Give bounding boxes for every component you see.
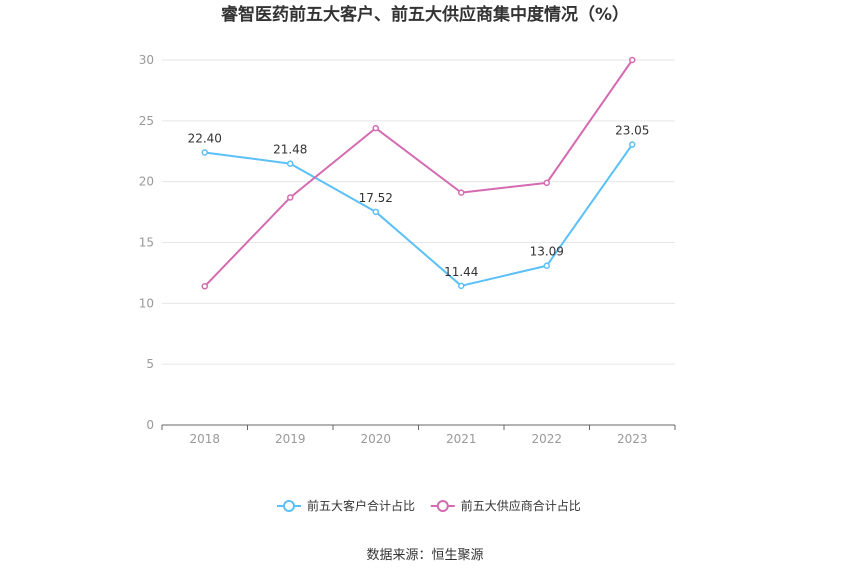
data-point [287, 194, 294, 201]
data-point [629, 56, 636, 64]
data-label: 22.40 [188, 131, 222, 145]
series-2 [201, 56, 636, 290]
x-tick-label: 2019 [275, 432, 306, 446]
y-tick-label: 30 [139, 53, 154, 67]
data-point [458, 189, 465, 196]
data-point [287, 160, 294, 167]
data-point [372, 208, 379, 216]
legend[interactable]: 前五大客户合计占比 前五大供应商合计占比 [277, 498, 581, 513]
legend-item-1[interactable]: 前五大客户合计占比 [277, 498, 415, 513]
data-label: 11.44 [444, 265, 478, 279]
y-tick-label: 20 [139, 175, 154, 189]
y-tick-label: 10 [139, 296, 154, 310]
data-point [629, 141, 636, 148]
y-tick-label: 25 [139, 114, 154, 128]
y-tick-label: 0 [146, 418, 154, 432]
data-point [543, 179, 550, 187]
x-tick-label: 2022 [531, 432, 562, 446]
x-tick-label: 2023 [617, 432, 648, 446]
x-axis: 2018 2019 2020 2021 2022 2023 [161, 424, 676, 446]
data-label: 21.48 [273, 143, 307, 157]
data-label: 23.05 [615, 124, 649, 138]
legend-marker-icon [283, 500, 295, 512]
data-point [201, 283, 208, 290]
legend-item-2[interactable]: 前五大供应商合计占比 [430, 498, 581, 513]
y-axis: 0 5 10 15 20 25 30 [139, 53, 154, 432]
x-tick-label: 2020 [360, 432, 391, 446]
y-tick-label: 15 [139, 236, 154, 250]
data-point [543, 262, 550, 269]
data-point [201, 149, 208, 156]
y-tick-label: 5 [146, 357, 154, 371]
data-point [458, 282, 465, 290]
series-1: 22.40 21.48 17.52 11.44 13.09 23.05 [188, 124, 649, 290]
grid [162, 59, 675, 365]
plot-area: 22.40 21.48 17.52 11.44 13.09 23.05 [188, 56, 649, 290]
legend-label: 前五大客户合计占比 [307, 498, 415, 513]
data-point [372, 124, 379, 132]
x-tick-label: 2018 [189, 432, 220, 446]
legend-label: 前五大供应商合计占比 [461, 498, 581, 513]
series-line [204, 59, 634, 287]
series-line [204, 143, 634, 287]
chart-title: 睿智医药前五大客户、前五大供应商集中度情况（%） [221, 4, 629, 25]
data-label: 13.09 [530, 245, 564, 259]
x-tick-label: 2021 [446, 432, 477, 446]
data-source: 数据来源：恒生聚源 [366, 548, 483, 563]
legend-marker-icon [436, 500, 449, 512]
data-label: 17.52 [359, 191, 393, 205]
